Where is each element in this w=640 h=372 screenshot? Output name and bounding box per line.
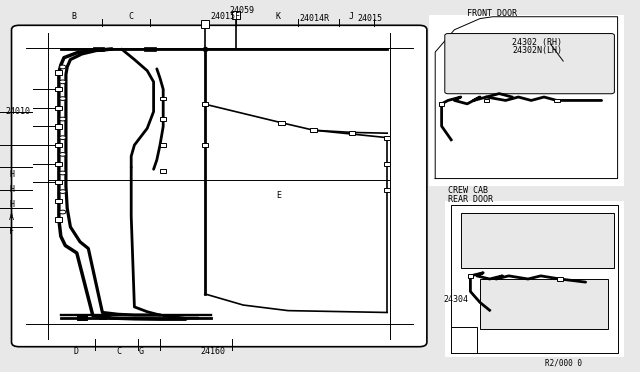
Bar: [384, 162, 390, 166]
Circle shape: [60, 97, 66, 100]
Bar: [160, 97, 166, 100]
Bar: [160, 169, 166, 173]
Text: 24302 (RH): 24302 (RH): [512, 38, 562, 47]
Bar: [56, 199, 63, 203]
Bar: [202, 143, 208, 147]
Text: 24304: 24304: [444, 295, 468, 304]
Bar: [310, 128, 317, 132]
Bar: [160, 143, 166, 147]
Bar: [56, 106, 63, 110]
Text: H: H: [9, 170, 14, 179]
Bar: [202, 102, 208, 106]
Bar: [232, 11, 240, 19]
Bar: [554, 99, 560, 102]
Text: G: G: [138, 347, 143, 356]
Bar: [445, 201, 624, 357]
Bar: [439, 102, 445, 106]
Text: C: C: [116, 347, 121, 356]
Text: F: F: [9, 227, 14, 236]
Circle shape: [60, 190, 66, 193]
Bar: [56, 143, 63, 147]
Text: REAR DOOR: REAR DOOR: [448, 195, 493, 203]
Bar: [56, 180, 63, 184]
Bar: [484, 99, 490, 102]
Bar: [201, 20, 209, 28]
Text: H: H: [9, 185, 14, 194]
Bar: [384, 136, 390, 140]
Bar: [144, 47, 156, 51]
Bar: [77, 314, 87, 320]
Text: B: B: [71, 12, 76, 21]
FancyBboxPatch shape: [12, 25, 427, 347]
Text: FRONT DOOR: FRONT DOOR: [467, 9, 517, 17]
Text: 24160: 24160: [200, 347, 225, 356]
Text: 24302N(LH): 24302N(LH): [512, 46, 562, 55]
Text: 24059: 24059: [229, 6, 255, 15]
Bar: [99, 315, 106, 319]
Circle shape: [60, 136, 66, 140]
Text: R2/000 0: R2/000 0: [545, 358, 582, 367]
Circle shape: [60, 117, 66, 121]
Bar: [56, 124, 63, 129]
Text: E: E: [276, 191, 281, 200]
Circle shape: [60, 210, 66, 214]
Bar: [349, 131, 355, 135]
Circle shape: [60, 171, 66, 175]
Bar: [56, 161, 63, 166]
Text: D: D: [73, 347, 78, 356]
Text: CREW CAB: CREW CAB: [448, 186, 488, 195]
Bar: [160, 117, 166, 121]
Bar: [384, 188, 390, 192]
Text: K: K: [276, 12, 281, 21]
Text: 24010: 24010: [5, 107, 31, 116]
Text: 24015F: 24015F: [211, 12, 240, 21]
Text: A: A: [9, 213, 14, 222]
Bar: [278, 121, 285, 125]
Text: 24014R: 24014R: [300, 14, 330, 23]
FancyBboxPatch shape: [445, 33, 614, 94]
Circle shape: [60, 153, 66, 156]
Circle shape: [60, 80, 66, 84]
Bar: [56, 217, 63, 222]
Circle shape: [60, 65, 66, 69]
Text: C: C: [129, 12, 134, 21]
Text: 24015: 24015: [357, 14, 383, 23]
Text: H: H: [9, 200, 14, 209]
Bar: [56, 71, 63, 74]
Bar: [429, 15, 624, 186]
Bar: [557, 278, 563, 280]
Bar: [461, 214, 614, 268]
Bar: [56, 87, 63, 92]
Bar: [468, 274, 474, 278]
Text: J: J: [348, 12, 353, 21]
Bar: [480, 279, 608, 329]
Bar: [93, 47, 104, 51]
